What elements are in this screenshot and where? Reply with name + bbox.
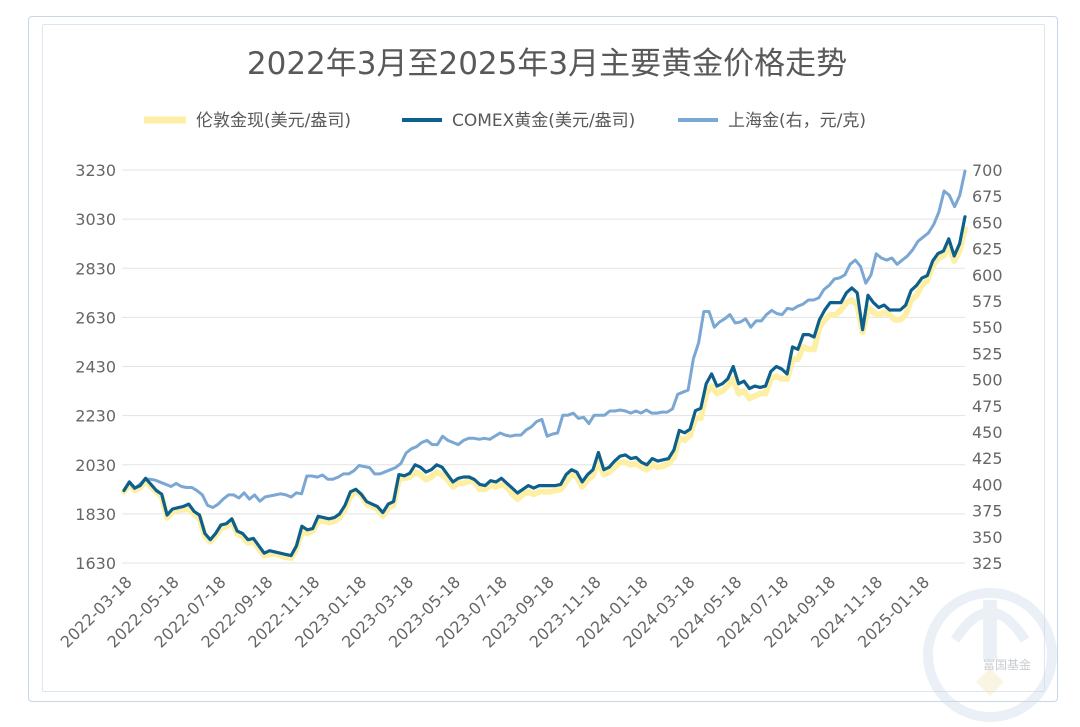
chart-inner-frame (42, 24, 1045, 692)
legend-label: COMEX黄金(美元/盎司) (452, 111, 635, 131)
right-tick-label: 425 (972, 449, 1003, 468)
right-tick-label: 550 (972, 318, 1003, 337)
right-tick-label: 650 (972, 213, 1003, 232)
left-tick-label: 2030 (75, 456, 116, 475)
right-tick-label: 675 (972, 187, 1003, 206)
right-tick-label: 450 (972, 423, 1003, 442)
left-tick-label: 1630 (75, 554, 116, 573)
series-line (122, 169, 967, 509)
right-tick-label: 475 (972, 397, 1003, 416)
watermark-text: 富国基金 (983, 657, 1031, 672)
legend-label: 伦敦金现(美元/盎司) (196, 111, 351, 131)
series-lines (121, 169, 968, 562)
watermark-logo (923, 588, 1057, 722)
chart-outer-frame (28, 16, 1058, 702)
left-tick-label: 3230 (75, 161, 116, 180)
left-tick-label: 2830 (75, 259, 116, 278)
right-tick-label: 350 (972, 528, 1003, 547)
left-tick-label: 2630 (75, 308, 116, 327)
chart-title: 2022年3月至2025年3月主要黄金价格走势 (247, 46, 847, 82)
right-tick-label: 525 (972, 344, 1003, 363)
series-line (122, 215, 967, 558)
right-tick-label: 400 (972, 475, 1003, 494)
right-tick-label: 600 (972, 266, 1003, 285)
right-tick-label: 500 (972, 371, 1003, 390)
right-tick-label: 325 (972, 554, 1003, 573)
legend: 伦敦金现(美元/盎司) COMEX黄金(美元/盎司) 上海金(右，元/克) (144, 111, 866, 131)
gridlines (122, 169, 965, 564)
series-line (121, 225, 968, 562)
right-tick-label: 625 (972, 240, 1003, 259)
left-tick-label: 2230 (75, 407, 116, 426)
right-tick-label: 700 (972, 161, 1003, 180)
legend-label: 上海金(右，元/克) (728, 111, 866, 131)
left-axis-ticks: 1630 1830 2030 2230 2430 2630 2830 3030 3230 (75, 161, 116, 573)
right-tick-label: 375 (972, 502, 1003, 521)
left-tick-label: 1830 (75, 505, 116, 524)
right-axis-ticks: 325 350 375 400 425 450 475 500 525 550 575 600 625 6… (972, 161, 1003, 573)
x-axis-ticks: 2022-03-182022-05-182022-07-182022-09-18… (57, 572, 933, 651)
left-tick-label: 2430 (75, 358, 116, 377)
left-tick-label: 3030 (75, 210, 116, 229)
right-tick-label: 575 (972, 292, 1003, 311)
